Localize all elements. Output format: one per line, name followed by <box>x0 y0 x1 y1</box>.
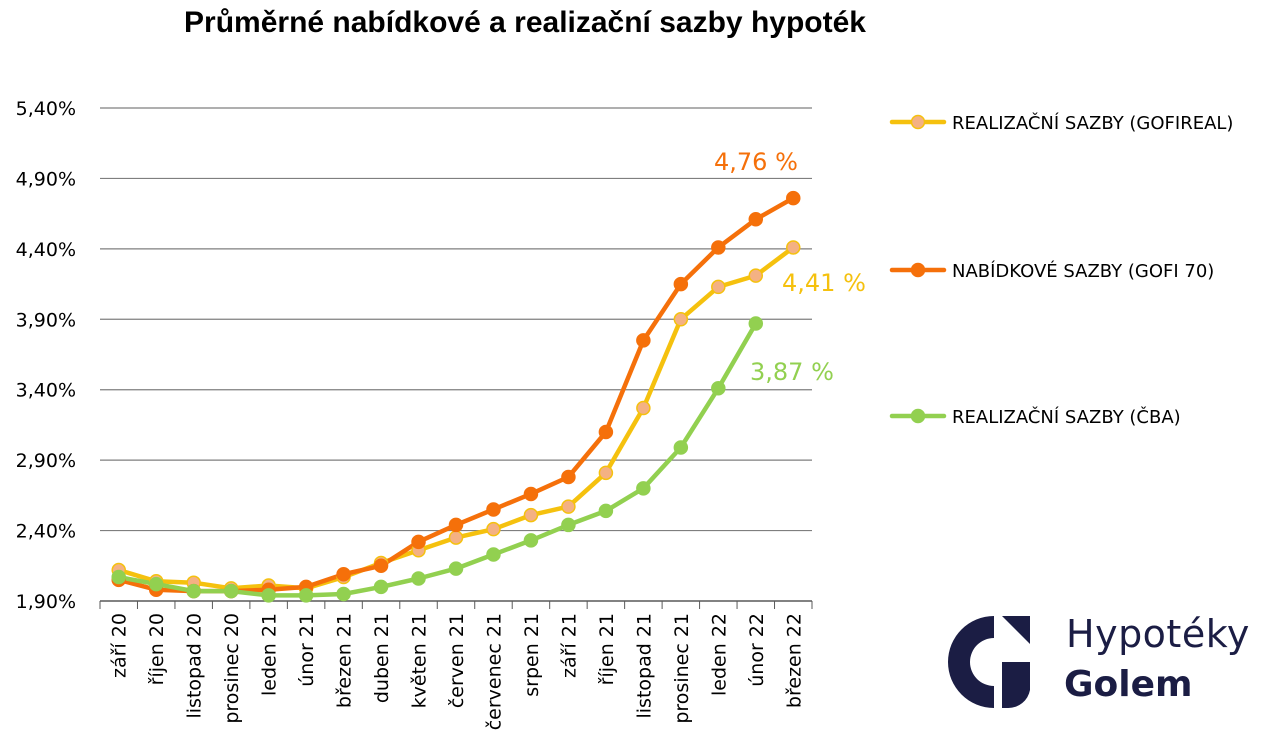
legend-item: NABÍDKOVÉ SAZBY (GOFI 70) <box>889 260 1214 282</box>
series-markers <box>111 190 801 603</box>
x-tick-label: březen 22 <box>783 613 805 708</box>
end-labels: 4,41 % 4,76 % 3,87 % <box>714 148 866 386</box>
y-tick-label: 3,40% <box>16 380 76 402</box>
x-tick-label: leden 21 <box>259 613 281 696</box>
x-tick-label: říjen 20 <box>146 613 168 685</box>
data-point <box>598 503 614 519</box>
y-tick-label: 3,90% <box>16 309 76 331</box>
data-point <box>411 534 426 550</box>
data-point <box>748 212 764 227</box>
y-tick-label: 4,40% <box>16 239 76 261</box>
data-point <box>261 588 276 603</box>
data-point <box>748 316 764 331</box>
data-point <box>748 268 764 283</box>
data-point <box>561 517 576 533</box>
data-point <box>486 502 501 517</box>
data-point <box>711 381 726 396</box>
x-tick-label: únor 21 <box>296 613 318 687</box>
data-point <box>561 469 576 485</box>
x-tick-label: říjen 21 <box>596 613 618 685</box>
data-point <box>673 440 689 455</box>
data-point <box>336 586 351 602</box>
data-point <box>561 499 576 514</box>
x-tick-label: červenec 21 <box>483 613 505 730</box>
x-tick-label: prosinec 21 <box>671 613 693 724</box>
data-point <box>448 561 464 576</box>
data-point <box>786 190 801 206</box>
data-point <box>636 400 651 416</box>
data-point <box>636 481 651 496</box>
grid-lines <box>100 107 812 602</box>
x-tick-label: prosinec 20 <box>221 613 243 724</box>
data-point <box>373 579 389 595</box>
end-value-label: 3,87 % <box>750 358 834 386</box>
data-point <box>186 583 201 599</box>
data-point <box>448 517 464 533</box>
y-tick-label: 2,90% <box>16 450 76 472</box>
data-point <box>711 240 726 255</box>
x-tick-label: duben 21 <box>371 613 393 703</box>
data-point <box>711 279 726 295</box>
legend-label: REALIZAČNÍ SAZBY (GOFIREAL) <box>952 112 1233 134</box>
legend: REALIZAČNÍ SAZBY (GOFIREAL) NABÍDKOVÉ SAZ… <box>889 112 1233 428</box>
data-point <box>673 276 689 292</box>
legend-label: REALIZAČNÍ SAZBY (ČBA) <box>952 406 1181 428</box>
data-point <box>111 569 126 585</box>
y-tick-label: 5,40% <box>16 98 76 120</box>
x-tick-label: březen 21 <box>334 613 356 708</box>
x-tick-label: září 20 <box>109 613 131 678</box>
data-point <box>298 588 314 603</box>
data-point <box>336 566 351 582</box>
data-point <box>673 312 689 327</box>
end-value-label: 4,76 % <box>714 148 798 176</box>
x-tick-label: srpen 21 <box>521 613 543 697</box>
data-point <box>448 530 464 545</box>
data-point <box>523 533 539 548</box>
golem-logo: Hypotéky Golem <box>946 610 1276 710</box>
end-value-label: 4,41 % <box>782 269 866 297</box>
data-point <box>486 547 501 562</box>
x-tick-label: červen 21 <box>446 613 468 708</box>
legend-marker <box>910 114 926 130</box>
legend-label: NABÍDKOVÉ SAZBY (GOFI 70) <box>952 260 1214 282</box>
golem-logo-icon <box>948 616 1030 709</box>
data-point <box>411 571 426 586</box>
legend-marker <box>910 262 926 278</box>
data-point <box>148 576 164 592</box>
data-point <box>486 521 501 537</box>
x-tick-label: únor 22 <box>746 613 768 687</box>
y-tick-label: 1,90% <box>16 591 76 613</box>
y-axis-ticks: 5,40% 4,90% 4,40% 3,90% 3,40% 2,90% 2,40% 1,90% <box>16 98 76 613</box>
x-axis-ticks: září 20 říjen 20 listopad 20 prosinec 20 led… <box>99 601 813 730</box>
data-point <box>523 486 539 502</box>
data-point <box>598 424 614 440</box>
legend-item: REALIZAČNÍ SAZBY (ČBA) <box>889 406 1181 428</box>
x-tick-label: září 21 <box>558 613 580 678</box>
legend-marker <box>910 408 926 424</box>
data-point <box>636 333 651 348</box>
x-tick-label: listopad 21 <box>633 613 655 719</box>
data-point <box>523 507 539 523</box>
data-point <box>223 583 239 599</box>
y-tick-label: 4,90% <box>16 168 76 190</box>
logo-text-golem: Golem <box>1064 664 1193 705</box>
chart-title: Průměrné nabídkové a realizační sazby hy… <box>184 6 866 39</box>
x-tick-label: květen 21 <box>409 613 431 708</box>
data-point <box>598 465 614 481</box>
data-point <box>373 558 389 574</box>
y-tick-label: 2,40% <box>16 521 76 543</box>
logo-text-hypoteky: Hypotéky <box>1066 612 1250 656</box>
x-tick-label: leden 22 <box>708 613 730 696</box>
data-point <box>786 240 801 255</box>
x-tick-label: listopad 20 <box>184 613 206 719</box>
legend-item: REALIZAČNÍ SAZBY (GOFIREAL) <box>889 112 1233 134</box>
